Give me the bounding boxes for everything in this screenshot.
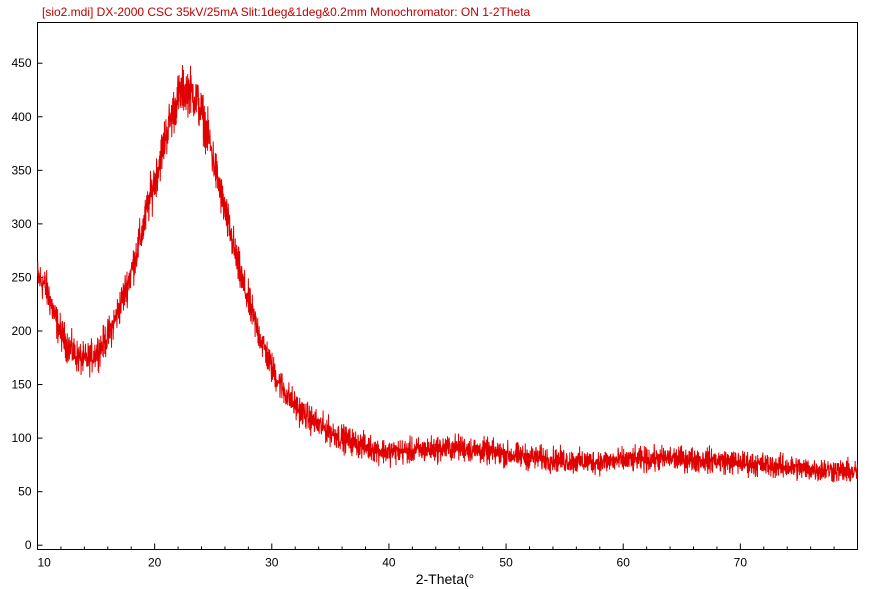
- x-tick-label: 40: [382, 556, 396, 570]
- y-tick-label: 100: [11, 431, 31, 445]
- y-tick-label: 450: [11, 56, 31, 70]
- x-tick-label: 60: [617, 556, 631, 570]
- y-tick-label: 250: [11, 270, 31, 284]
- y-tick-label: 0: [25, 538, 32, 552]
- x-tick-label: 30: [265, 556, 279, 570]
- y-tick-label: 150: [11, 378, 31, 392]
- x-tick-label: 50: [499, 556, 513, 570]
- y-tick-label: 200: [11, 324, 31, 338]
- x-tick-label: 10: [38, 556, 52, 570]
- plot-frame: [37, 22, 858, 550]
- x-axis: 10 20 30 40 50 60 70: [37, 543, 858, 570]
- y-tick-label: 400: [11, 110, 31, 124]
- series-line: [37, 65, 858, 484]
- y-axis: 0 50 100 150 200 250 300 350 400 450: [11, 56, 43, 552]
- y-tick-label: 50: [18, 485, 32, 499]
- y-tick-label: 350: [11, 163, 31, 177]
- y-tick-label: 300: [11, 217, 31, 231]
- x-axis-label: 2-Theta(°: [416, 571, 475, 587]
- x-tick-label: 20: [148, 556, 162, 570]
- x-tick-label: 70: [734, 556, 748, 570]
- chart-title: [sio2.mdi] DX-2000 CSC 35kV/25mA Slit:1d…: [42, 5, 531, 19]
